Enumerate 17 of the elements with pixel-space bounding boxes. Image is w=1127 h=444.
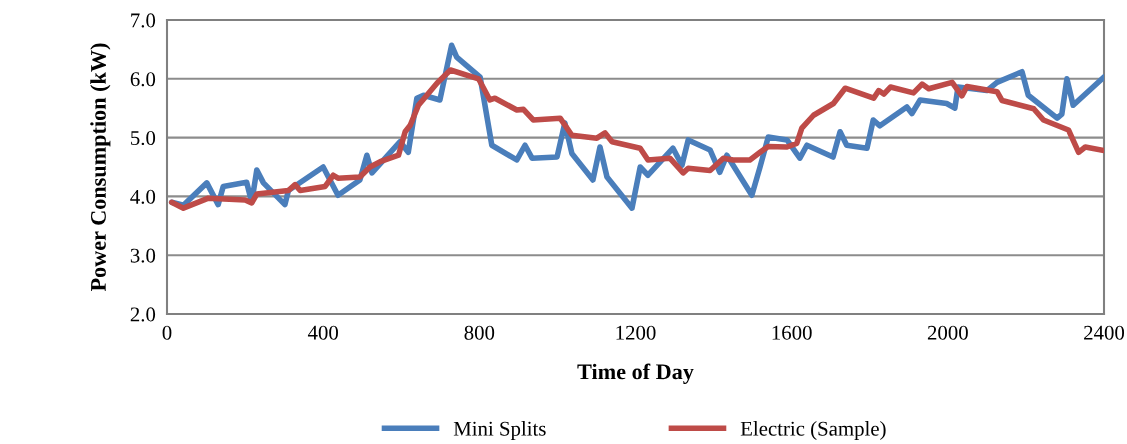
x-tick-label: 800 xyxy=(464,325,495,340)
y-axis-title: Power Consumption (kW) xyxy=(90,43,111,292)
y-tick-label: 3.0 xyxy=(130,248,156,263)
legend-label: Mini Splits xyxy=(453,421,546,440)
x-tick-label: 0 xyxy=(162,325,172,340)
y-tick-label: 4.0 xyxy=(130,189,156,204)
x-tick-label: 2400 xyxy=(1084,325,1125,340)
x-axis-title: Time of Day xyxy=(577,363,694,384)
legend-label: Electric (Sample) xyxy=(740,421,886,440)
x-tick-label: 1600 xyxy=(772,325,812,340)
y-tick-label: 6.0 xyxy=(130,72,156,87)
x-tick-label: 400 xyxy=(307,325,338,340)
y-tick-label: 2.0 xyxy=(130,307,156,322)
x-tick-label: 2000 xyxy=(927,325,968,340)
x-tick-label: 1200 xyxy=(616,325,656,340)
y-tick-label: 5.0 xyxy=(131,130,156,146)
y-tick-label: 7.0 xyxy=(131,13,156,28)
